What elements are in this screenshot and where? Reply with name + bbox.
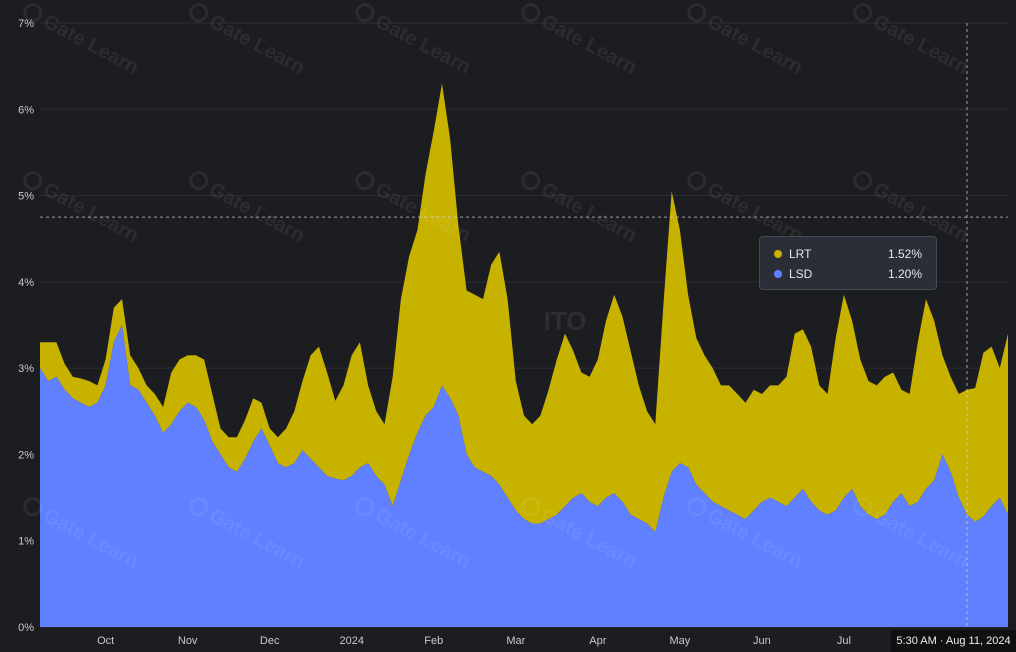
watermark-logo-icon	[521, 171, 541, 191]
x-axis-ticks: Oct Nov Dec 2024 Feb Mar Apr May Jun Jul	[97, 635, 851, 647]
y-tick-label: 7%	[18, 18, 34, 30]
watermark-logo-icon	[355, 171, 375, 191]
x-tick-label: May	[669, 635, 690, 647]
watermark-logo-icon	[189, 3, 209, 23]
watermark-logo-icon	[355, 497, 375, 517]
lrt-area	[40, 83, 1008, 533]
x-tick-label: Dec	[260, 635, 280, 647]
y-tick-label: 1%	[18, 536, 34, 548]
y-tick-label: 5%	[18, 191, 34, 203]
x-tick-label: Feb	[424, 635, 443, 647]
tooltip-series-value: 1.52%	[887, 247, 922, 261]
x-tick-label: Mar	[506, 635, 525, 647]
y-tick-label: 6%	[18, 104, 34, 116]
tooltip-row-lrt: LRT 1.52%	[774, 244, 922, 264]
x-tick-label: Jun	[753, 635, 771, 647]
crosshair-timestamp: 5:30 AM · Aug 11, 2024	[891, 630, 1016, 652]
watermark-center-text: ITO	[544, 306, 587, 336]
crosshair	[40, 23, 1008, 627]
x-tick-label: 2024	[339, 635, 363, 647]
tooltip-series-name: LSD	[789, 267, 813, 281]
hover-tooltip: LRT 1.52% LSD 1.20%	[759, 236, 937, 290]
x-tick-label: Nov	[178, 635, 198, 647]
watermark-logo-icon	[853, 3, 873, 23]
tooltip-series-value: 1.20%	[887, 267, 922, 281]
lsd-area	[40, 325, 1008, 627]
tooltip-series-name: LRT	[789, 247, 812, 261]
lsd-dot-icon	[774, 270, 782, 278]
watermark-logo-icon	[23, 3, 43, 23]
watermark-logo-icon	[355, 3, 375, 23]
x-tick-label: Apr	[589, 635, 606, 647]
y-axis-ticks: 0% 1% 2% 3% 4% 5% 6% 7%	[18, 18, 34, 634]
watermark-logo-icon	[521, 3, 541, 23]
x-tick-label: Oct	[97, 635, 114, 647]
watermark-logo-icon	[853, 497, 873, 517]
y-tick-label: 4%	[18, 277, 34, 289]
lrt-dot-icon	[774, 250, 782, 258]
watermark-logo-icon	[521, 497, 541, 517]
watermark-logo-icon	[23, 497, 43, 517]
watermark-logo-icon	[23, 171, 43, 191]
watermark-logo-icon	[687, 497, 707, 517]
watermark-logo-icon	[687, 3, 707, 23]
watermark-logo-icon	[189, 497, 209, 517]
tooltip-row-lsd: LSD 1.20%	[774, 264, 922, 284]
watermark-logo-icon	[189, 171, 209, 191]
watermark-logo-icon	[687, 171, 707, 191]
y-tick-label: 2%	[18, 449, 34, 461]
x-tick-label: Jul	[837, 635, 851, 647]
series-areas	[40, 83, 1008, 627]
y-tick-label: 0%	[18, 622, 34, 634]
watermark-logo-icon	[853, 171, 873, 191]
y-tick-label: 3%	[18, 363, 34, 375]
